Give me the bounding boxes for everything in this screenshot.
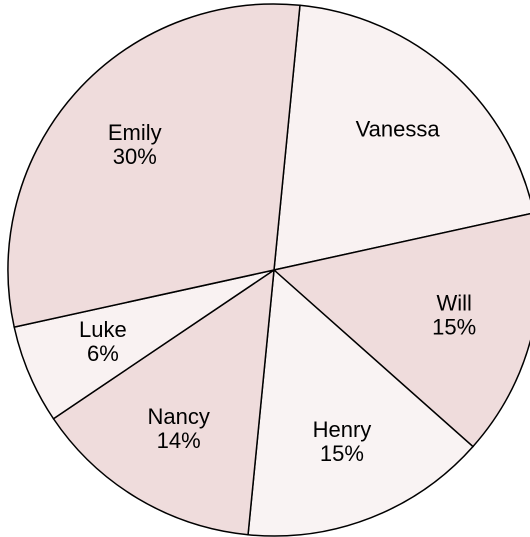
slice-value-label: 15% [432, 315, 476, 340]
pie-slice [272, 212, 530, 448]
pie-slice [273, 4, 530, 271]
slice-label: Nancy [147, 404, 209, 429]
slice-label: Will [436, 291, 471, 316]
slice-value-label: 15% [320, 441, 364, 466]
slice-label: Henry [313, 417, 372, 442]
pie-slice [7, 3, 301, 329]
pie-slice [247, 268, 474, 537]
slice-value-label: 6% [87, 341, 119, 366]
slice-value-label: 14% [157, 428, 201, 453]
pie-slice [52, 268, 275, 536]
slice-value-label: 30% [113, 144, 157, 169]
slice-label: Vanessa [356, 117, 441, 142]
slice-label: Emily [108, 120, 162, 145]
slice-label: Luke [79, 317, 127, 342]
